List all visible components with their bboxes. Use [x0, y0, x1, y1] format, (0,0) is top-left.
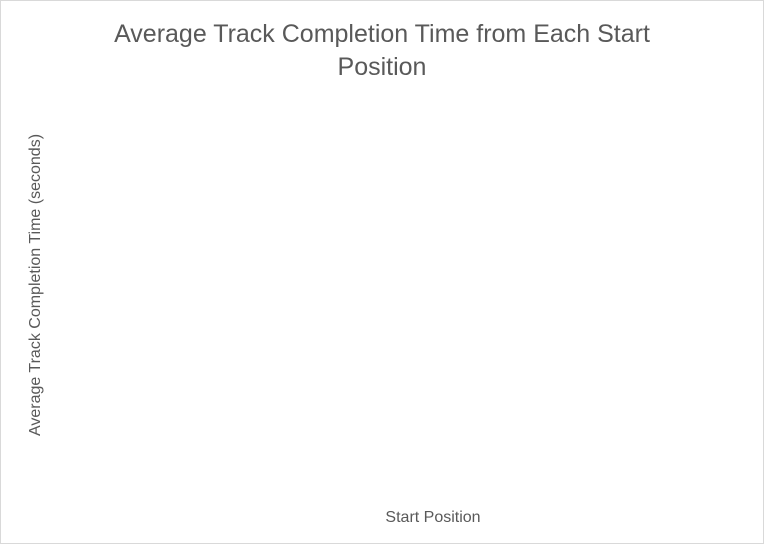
- y-axis-title: Average Track Completion Time (seconds): [27, 134, 44, 436]
- chart-title: Average Track Completion Time from Each …: [114, 20, 650, 81]
- x-axis-title: Start Position: [385, 509, 480, 526]
